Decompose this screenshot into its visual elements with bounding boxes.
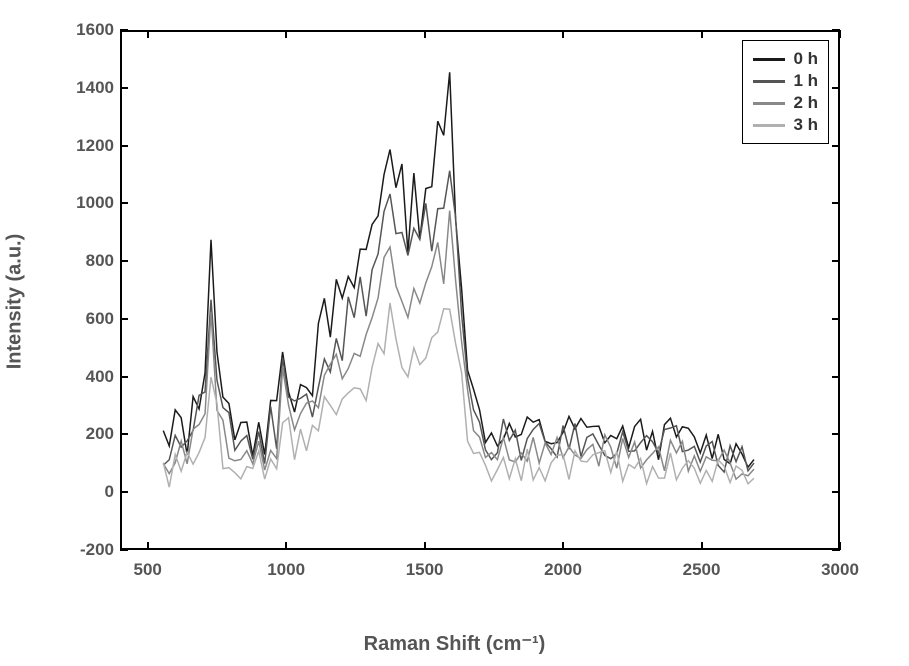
x-tick-label: 1000 [267, 560, 305, 580]
y-tick-right [832, 318, 840, 320]
x-tick [562, 542, 564, 550]
legend-label: 3 h [793, 115, 818, 135]
x-tick-label: 3000 [821, 560, 859, 580]
x-tick-top [147, 30, 149, 38]
legend-label: 1 h [793, 71, 818, 91]
spectra-svg [122, 32, 838, 548]
y-tick [120, 491, 128, 493]
y-tick-label: 400 [86, 367, 114, 387]
legend-swatch [753, 102, 785, 105]
y-tick-label: 1600 [76, 20, 114, 40]
legend-swatch [753, 58, 785, 61]
x-tick-top [701, 30, 703, 38]
y-tick [120, 202, 128, 204]
y-axis-label: Intensity (a.u.) [4, 234, 27, 370]
y-tick [120, 29, 128, 31]
y-tick [120, 318, 128, 320]
y-tick [120, 433, 128, 435]
y-tick [120, 260, 128, 262]
y-tick-right [832, 145, 840, 147]
x-tick-top [562, 30, 564, 38]
y-tick [120, 376, 128, 378]
legend-label: 0 h [793, 49, 818, 69]
y-tick-label: 0 [105, 482, 114, 502]
legend-item: 1 h [753, 71, 818, 91]
legend-label: 2 h [793, 93, 818, 113]
x-tick-label: 2500 [683, 560, 721, 580]
x-tick-label: 500 [134, 560, 162, 580]
y-tick-label: 1000 [76, 193, 114, 213]
x-tick-top [285, 30, 287, 38]
y-tick-right [832, 376, 840, 378]
x-tick-label: 1500 [406, 560, 444, 580]
legend-item: 0 h [753, 49, 818, 69]
x-tick-top [424, 30, 426, 38]
series-3h [163, 303, 754, 487]
legend-item: 2 h [753, 93, 818, 113]
x-tick [285, 542, 287, 550]
y-tick-right [832, 202, 840, 204]
x-tick [839, 542, 841, 550]
y-tick-right [832, 87, 840, 89]
x-tick-top [839, 30, 841, 38]
y-tick-label: 1200 [76, 136, 114, 156]
y-tick-label: 600 [86, 309, 114, 329]
raman-chart: Intensity (a.u.) Raman Shift (cm⁻¹) -200… [0, 0, 909, 666]
y-tick-label: 200 [86, 424, 114, 444]
y-tick-label: -200 [80, 540, 114, 560]
x-axis-label: Raman Shift (cm⁻¹) [364, 631, 546, 656]
y-tick-label: 1400 [76, 78, 114, 98]
y-tick-label: 800 [86, 251, 114, 271]
x-tick [147, 542, 149, 550]
y-tick [120, 145, 128, 147]
y-tick-right [832, 491, 840, 493]
plot-area [120, 30, 840, 550]
y-tick [120, 549, 128, 551]
legend-item: 3 h [753, 115, 818, 135]
x-tick [424, 542, 426, 550]
legend: 0 h1 h2 h3 h [742, 40, 829, 144]
legend-swatch [753, 80, 785, 83]
y-tick-right [832, 433, 840, 435]
x-tick [701, 542, 703, 550]
series-1h [163, 171, 754, 472]
y-tick [120, 87, 128, 89]
x-tick-label: 2000 [544, 560, 582, 580]
legend-swatch [753, 124, 785, 127]
y-tick-right [832, 260, 840, 262]
